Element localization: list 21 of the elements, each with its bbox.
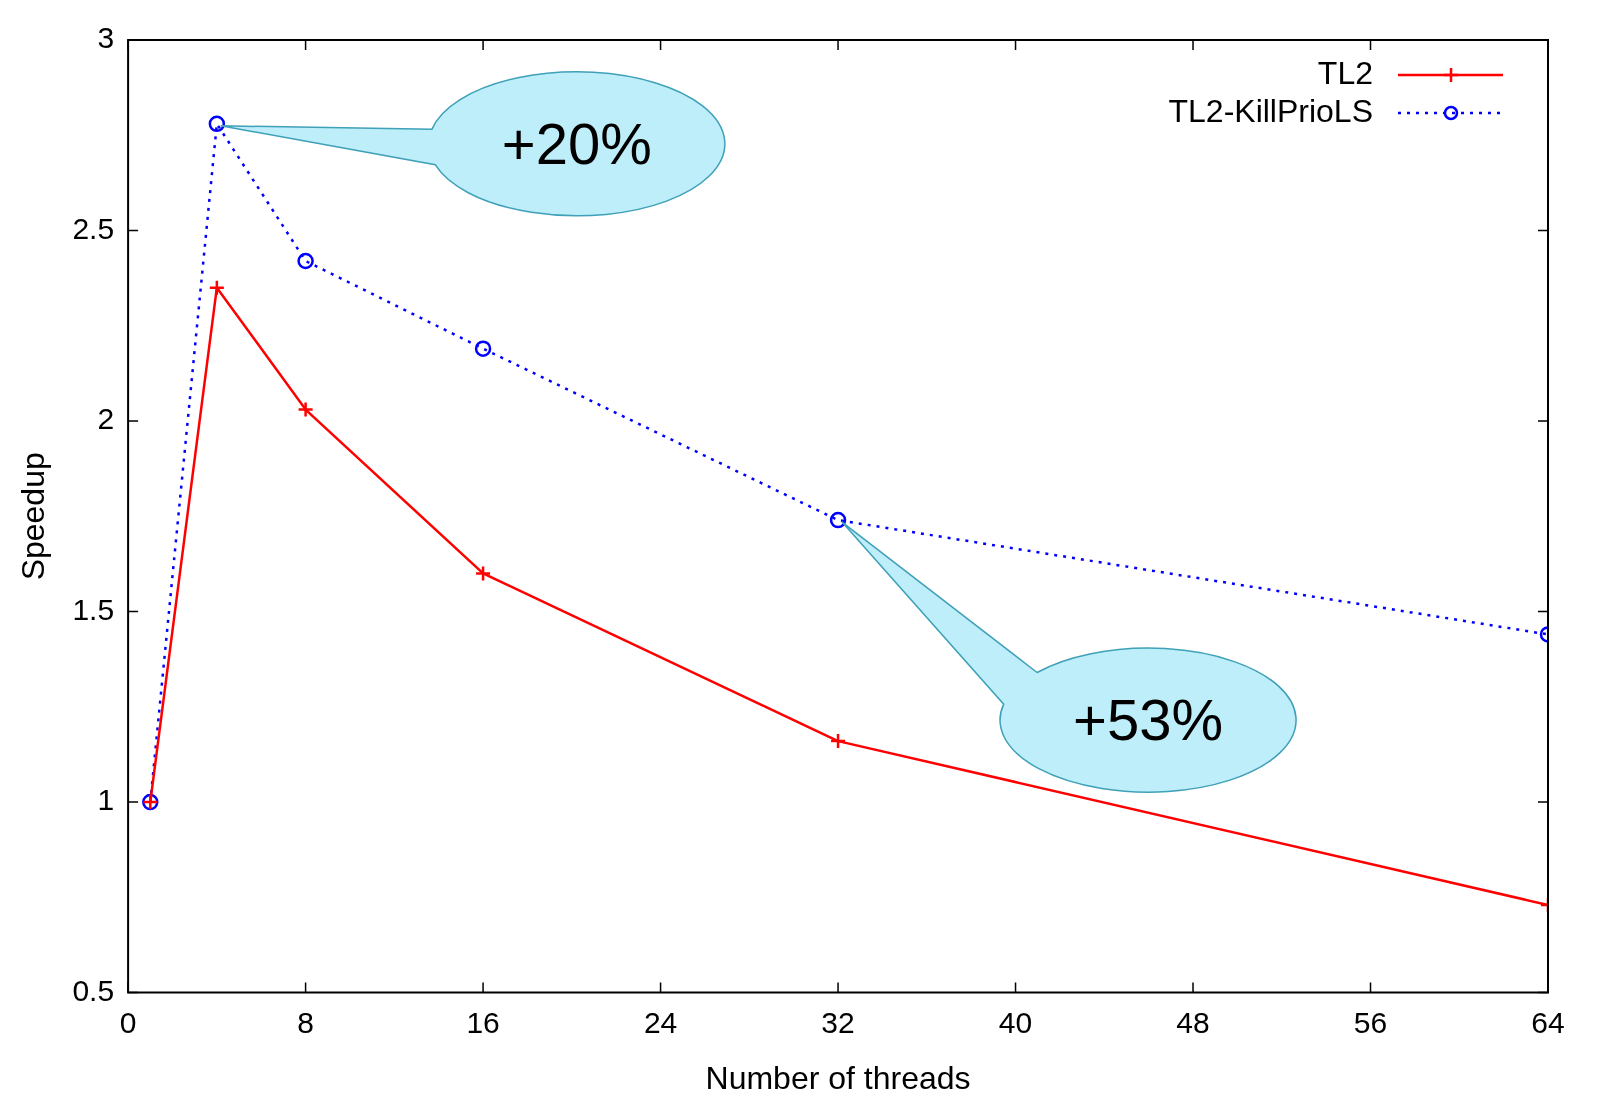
annotation: +53% xyxy=(1072,686,1225,755)
x-tick-label: 0 xyxy=(119,1005,137,1039)
x-axis-title: Number of threads xyxy=(705,1059,971,1096)
y-tick-label: 1.5 xyxy=(72,592,115,626)
annotation: +20% xyxy=(500,109,653,178)
x-tick-label: 8 xyxy=(297,1005,314,1039)
x-tick-label: 56 xyxy=(1353,1005,1388,1039)
y-axis-title: Speedup xyxy=(15,452,52,581)
x-tick-label: 64 xyxy=(1531,1005,1565,1039)
legend-label: TL2-KillPrioLS xyxy=(1168,92,1373,129)
y-tick-label: 3 xyxy=(97,21,115,55)
y-tick-label: 2.5 xyxy=(72,211,115,245)
x-tick-label: 32 xyxy=(821,1005,855,1039)
y-tick-label: 2 xyxy=(97,402,115,436)
x-tick-label: 40 xyxy=(998,1005,1033,1039)
legend-label: TL2 xyxy=(1317,54,1373,91)
x-tick-label: 24 xyxy=(643,1005,678,1039)
y-tick-label: 0.5 xyxy=(72,973,115,1007)
x-tick-label: 48 xyxy=(1176,1005,1210,1039)
y-tick-label: 1 xyxy=(97,783,115,817)
x-tick-label: 16 xyxy=(466,1005,500,1039)
